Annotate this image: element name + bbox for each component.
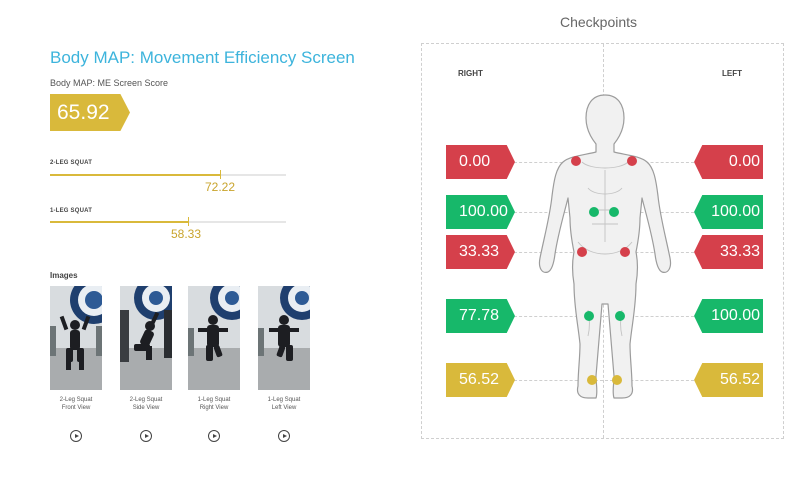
- left-knee-score: 100.00: [694, 299, 763, 333]
- checkpoint-dot-right-ankle: [587, 375, 597, 385]
- thumbnail-1-leg-squat-right[interactable]: [188, 286, 240, 390]
- caption-2-leg-squat-front: 2-Leg Squat Front View: [46, 396, 106, 412]
- checkpoints-heading: Checkpoints: [560, 14, 638, 30]
- checkpoint-dot-left-core: [609, 207, 619, 217]
- right-shoulder-score: 0.00: [446, 145, 515, 179]
- metric-marker-1-leg-squat: [187, 217, 189, 226]
- body-figure: [538, 94, 672, 399]
- thumbnail-1-leg-squat-left[interactable]: [258, 286, 310, 390]
- play-icon[interactable]: [208, 430, 220, 442]
- checkpoints-frame: [421, 43, 784, 439]
- score-badge: 65.92: [50, 94, 130, 131]
- metric-fill-2-leg-squat: [50, 174, 221, 176]
- checkpoint-dot-left-hip: [620, 247, 630, 257]
- right-knee-score: 77.78: [446, 299, 515, 333]
- thumbnail-2-leg-squat-side[interactable]: [120, 286, 172, 390]
- metric-label-2-leg-squat: 2-LEG SQUAT: [50, 160, 93, 166]
- caption-line: 1-Leg Squat: [267, 397, 301, 403]
- metric-bar-2-leg-squat: [50, 170, 286, 179]
- caption-line: Side View: [132, 405, 160, 411]
- guide-line-knees: [514, 316, 694, 317]
- right-core-score: 100.00: [446, 195, 515, 229]
- metric-label-1-leg-squat: 1-LEG SQUAT: [50, 208, 93, 214]
- checkpoint-dot-right-knee: [584, 311, 594, 321]
- left-hip-score: 33.33: [694, 235, 763, 269]
- play-icon[interactable]: [140, 430, 152, 442]
- checkpoint-dot-right-shoulder: [571, 156, 581, 166]
- play-icon[interactable]: [278, 430, 290, 442]
- caption-1-leg-squat-left: 1-Leg Squat Left View: [254, 396, 314, 412]
- left-core-score: 100.00: [694, 195, 763, 229]
- left-side-label: LEFT: [722, 69, 742, 78]
- checkpoint-dot-left-ankle: [612, 375, 622, 385]
- metric-bar-1-leg-squat: [50, 217, 286, 226]
- left-ankle-score: 56.52: [694, 363, 763, 397]
- metric-value-2-leg-squat: 72.22: [205, 180, 236, 194]
- thumbnail-2-leg-squat-front[interactable]: [50, 286, 102, 390]
- right-side-label: RIGHT: [458, 69, 483, 78]
- caption-line: 2-Leg Squat: [129, 397, 163, 403]
- checkpoint-dot-right-core: [589, 207, 599, 217]
- checkpoint-dot-right-hip: [577, 247, 587, 257]
- caption-2-leg-squat-side: 2-Leg Squat Side View: [116, 396, 176, 412]
- right-ankle-score: 56.52: [446, 363, 515, 397]
- right-hip-score: 33.33: [446, 235, 515, 269]
- images-heading: Images: [50, 271, 78, 280]
- caption-1-leg-squat-right: 1-Leg Squat Right View: [184, 396, 244, 412]
- caption-line: Front View: [61, 405, 91, 411]
- metric-marker-2-leg-squat: [220, 170, 222, 179]
- metric-fill-1-leg-squat: [50, 221, 188, 223]
- score-label: Body MAP: ME Screen Score: [50, 78, 169, 88]
- caption-line: 1-Leg Squat: [197, 397, 231, 403]
- metric-value-1-leg-squat: 58.33: [171, 227, 202, 241]
- checkpoint-dot-left-knee: [615, 311, 625, 321]
- checkpoint-dot-left-shoulder: [627, 156, 637, 166]
- caption-line: Left View: [271, 405, 297, 411]
- caption-line: 2-Leg Squat: [59, 397, 93, 403]
- guide-line-ankles: [514, 380, 694, 381]
- caption-line: Right View: [199, 405, 229, 411]
- play-icon[interactable]: [70, 430, 82, 442]
- page-title: Body MAP: Movement Efficiency Screen: [50, 48, 355, 67]
- left-shoulder-score: 0.00: [694, 145, 763, 179]
